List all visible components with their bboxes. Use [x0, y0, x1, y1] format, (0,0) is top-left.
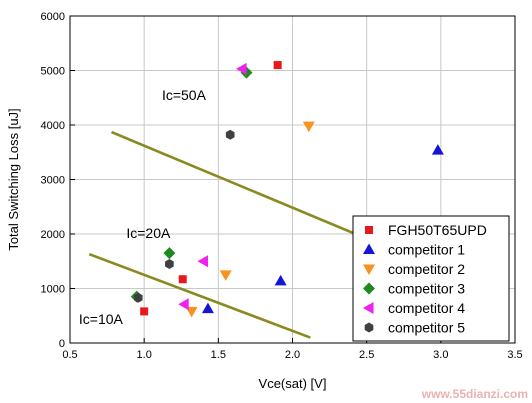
x-axis-title: Vce(sat) [V] [259, 376, 327, 391]
y-axis-ticks: 0 1000 2000 3000 4000 5000 6000 [41, 11, 75, 350]
x-tick-label: 3.0 [433, 349, 448, 361]
x-tick-label: 2.5 [359, 349, 374, 361]
legend-label: competitor 1 [388, 242, 465, 258]
point-fgh50t65upd [140, 307, 149, 316]
x-tick-label: 0.5 [62, 349, 77, 361]
y-tick-label: 0 [59, 338, 65, 350]
x-tick-label: 2.0 [285, 349, 300, 361]
y-tick-label: 2000 [41, 229, 65, 241]
y-tick-label: 3000 [41, 175, 65, 187]
point-competitor-1 [431, 144, 444, 155]
y-tick-label: 4000 [41, 120, 65, 132]
point-competitor-5 [225, 129, 235, 140]
legend-marker [364, 322, 374, 333]
x-tick-label: 1.0 [137, 349, 152, 361]
watermark: www.55dianzi.com [421, 387, 528, 401]
x-tick-label: 3.5 [507, 349, 522, 361]
point-competitor-4 [197, 255, 208, 268]
annotations: Ic=50A Ic=20A Ic=10A [79, 87, 207, 327]
y-tick-label: 5000 [41, 66, 65, 78]
point-competitor-5 [133, 292, 143, 303]
legend-marker [363, 243, 375, 254]
point-fgh50t65upd [178, 275, 187, 284]
point-competitor-2 [219, 270, 232, 281]
legend-label: competitor 4 [388, 300, 465, 316]
point-competitor-2 [302, 121, 315, 133]
trend-line [111, 130, 384, 247]
data-points [130, 61, 444, 318]
legend-label: FGH50T65UPD [388, 222, 487, 238]
legend-marker [365, 226, 373, 234]
point-competitor-1 [201, 302, 214, 314]
legend-label: competitor 5 [388, 320, 465, 336]
x-axis-ticks: 0.5 1.0 1.5 2.0 2.5 3.0 3.5 [62, 338, 523, 361]
annotation-label: Ic=50A [162, 87, 207, 103]
y-tick-label: 6000 [41, 11, 65, 23]
point-competitor-4 [236, 62, 247, 75]
x-tick-label: 1.5 [211, 349, 226, 361]
point-fgh50t65upd [273, 61, 282, 70]
legend-box [352, 215, 510, 342]
legend-label: competitor 3 [388, 281, 465, 297]
legend-marker [363, 264, 375, 275]
point-competitor-1 [274, 274, 287, 286]
annotation-label: Ic=20A [126, 225, 171, 241]
y-tick-label: 1000 [41, 284, 65, 296]
legend-marker [363, 282, 375, 295]
trend-lines [88, 130, 384, 339]
point-competitor-5 [165, 258, 174, 269]
trend-line [88, 252, 311, 339]
annotation-label: Ic=10A [79, 311, 124, 327]
y-axis-title: Total Switching Loss [uJ] [6, 108, 21, 250]
legend-label: competitor 2 [388, 261, 465, 277]
point-competitor-3 [163, 247, 176, 260]
legend: FGH50T65UPD competitor 1 competitor 2 compe… [352, 215, 510, 342]
legend-marker [363, 302, 374, 314]
point-competitor-4 [178, 298, 189, 311]
